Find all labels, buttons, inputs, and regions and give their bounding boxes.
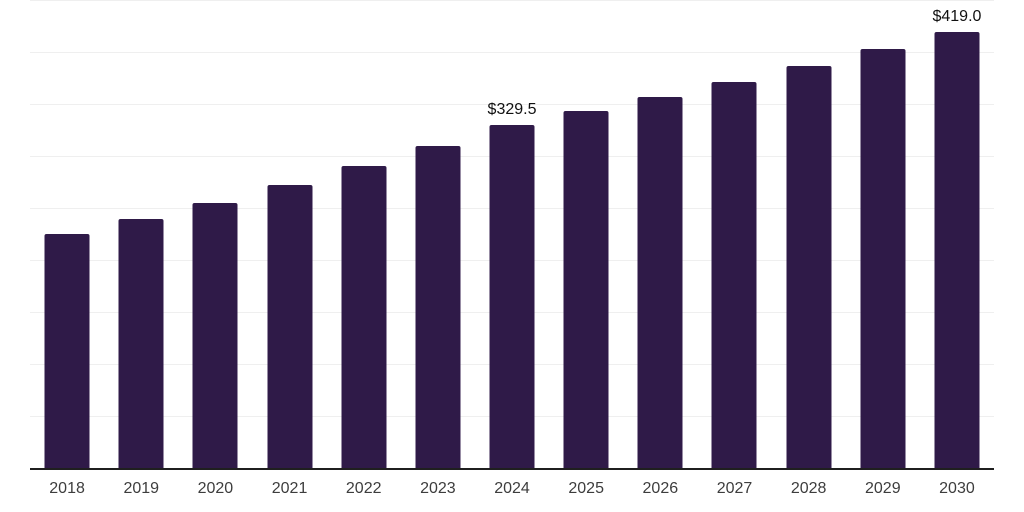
x-axis-tick-labels: 2018 2019 2020 2021 2022 2023 2024 2025 2026 2027…	[30, 481, 994, 497]
bar-group-2030: $419.0	[920, 0, 994, 468]
x-tick-2018: 2018	[49, 480, 85, 497]
bar-group-2025	[549, 0, 623, 468]
x-tick-2026: 2026	[642, 480, 679, 497]
bar-2028	[786, 65, 832, 468]
bar-group-2019	[104, 0, 178, 468]
bar-2024	[489, 125, 535, 468]
bar-group-2021	[252, 0, 326, 468]
value-label-2024: $329.5	[487, 101, 537, 119]
bar-2019	[118, 219, 164, 468]
x-tick-2020: 2020	[197, 480, 234, 497]
bar-group-2023	[401, 0, 475, 468]
bar-group-2020	[178, 0, 252, 468]
bar-group-2027	[697, 0, 771, 468]
x-tick-2030: 2030	[939, 480, 975, 497]
x-axis-line	[30, 468, 994, 470]
x-tick-2027: 2027	[716, 480, 753, 497]
bar-2020	[192, 202, 238, 468]
gridline	[30, 104, 994, 105]
bar-2023	[415, 146, 461, 468]
x-tick-2023: 2023	[420, 480, 456, 497]
x-tick-2019: 2019	[123, 480, 160, 497]
x-tick-2021: 2021	[271, 480, 308, 497]
bar-group-2026	[623, 0, 697, 468]
bar-group-2018	[30, 0, 104, 468]
bar-2030	[934, 32, 980, 468]
bar-2027	[711, 81, 757, 468]
bar-2025	[563, 111, 609, 468]
bar-2026	[637, 96, 683, 468]
bar-group-2028	[772, 0, 846, 468]
x-tick-2022: 2022	[345, 480, 382, 497]
plot-area: $329.5 $419.0	[30, 0, 994, 468]
gridline	[30, 0, 994, 1]
x-tick-2024: 2024	[494, 480, 530, 497]
x-tick-2029: 2029	[865, 480, 901, 497]
x-tick-2025: 2025	[568, 480, 604, 497]
bar-group-2029	[846, 0, 920, 468]
bar-2029	[860, 49, 906, 468]
bar-group-2022	[327, 0, 401, 468]
value-label-2030: $419.0	[932, 8, 982, 26]
bar-2018	[44, 234, 90, 468]
bar-2022	[341, 166, 387, 468]
x-tick-2028: 2028	[790, 480, 827, 497]
gridline	[30, 52, 994, 53]
bars-container: $329.5 $419.0	[30, 0, 994, 468]
bar-group-2024: $329.5	[475, 0, 549, 468]
bar-2021	[267, 185, 313, 468]
